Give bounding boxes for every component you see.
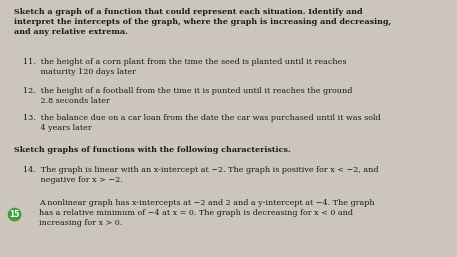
Text: 15: 15 <box>10 210 20 219</box>
Text: 13.  the balance due on a car loan from the date the car was purchased until it : 13. the balance due on a car loan from t… <box>23 114 381 132</box>
Text: Sketch graphs of functions with the following characteristics.: Sketch graphs of functions with the foll… <box>14 146 290 154</box>
Text: 11.  the height of a corn plant from the time the seed is planted until it reach: 11. the height of a corn plant from the … <box>23 58 346 76</box>
Text: A nonlinear graph has x-intercepts at −2 and 2 and a y-intercept at −4. The grap: A nonlinear graph has x-intercepts at −2… <box>39 199 374 227</box>
Text: 12.  the height of a football from the time it is punted until it reaches the gr: 12. the height of a football from the ti… <box>23 87 352 105</box>
Text: 14.  The graph is linear with an x-intercept at −2. The graph is positive for x : 14. The graph is linear with an x-interc… <box>23 166 378 184</box>
Text: Sketch a graph of a function that could represent each situation. Identify and
i: Sketch a graph of a function that could … <box>14 8 391 36</box>
